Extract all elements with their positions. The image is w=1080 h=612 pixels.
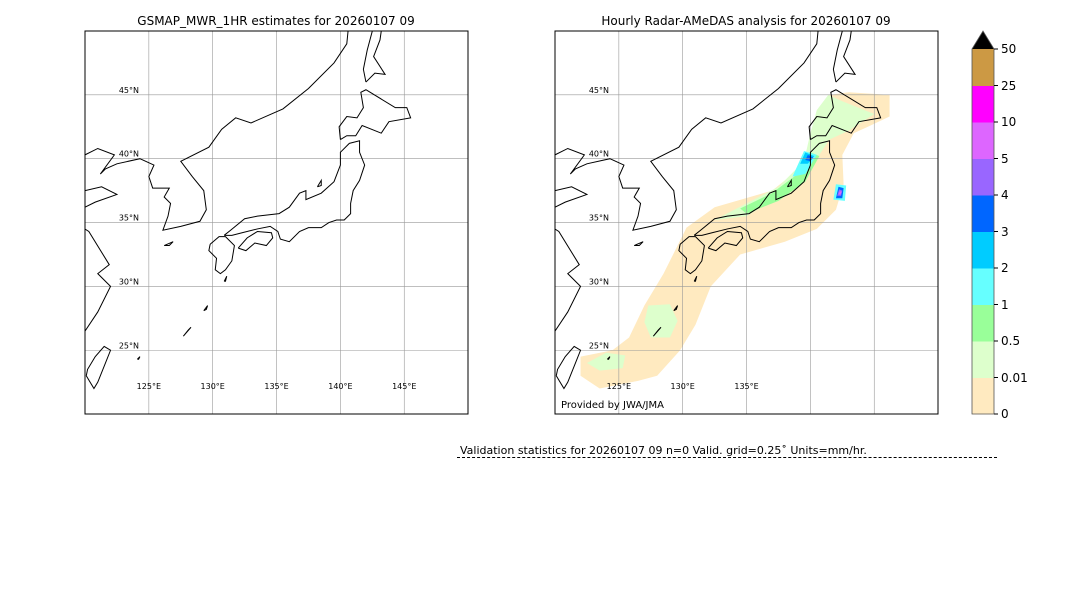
coastline: [208, 236, 235, 275]
coastline: [652, 326, 662, 337]
colorbar-segment: [972, 122, 994, 159]
rain-area-0.01: [580, 92, 890, 389]
coastline: [316, 178, 322, 188]
lon-tick-label: 140°E: [328, 382, 352, 391]
coastline: [555, 31, 819, 231]
rain-area-0.5: [644, 304, 678, 338]
lon-tick-label: 135°E: [734, 382, 758, 391]
colorbar-label: 5: [1001, 151, 1009, 166]
colorbar-label: 25: [1001, 78, 1017, 93]
coastline: [182, 326, 192, 337]
validation-statistics: Validation statistics for 20260107 09 n=…: [460, 444, 867, 457]
coastline: [338, 89, 412, 140]
lat-tick-label: 30°N: [119, 277, 139, 286]
lat-tick-label: 35°N: [119, 214, 139, 223]
rain-area-0.5: [586, 352, 626, 371]
coastline: [786, 178, 792, 188]
colorbar-label: 0.5: [1001, 334, 1021, 348]
coastline: [555, 228, 582, 332]
coastline: [85, 31, 349, 231]
lat-tick-label: 45°N: [589, 86, 609, 95]
lon-tick-label: 145°E: [392, 382, 416, 391]
lon-tick-label: 130°E: [671, 382, 695, 391]
lon-tick-label: 125°E: [137, 382, 161, 391]
left-map: 125°E 130°E 135°E 140°E 145°E 45°N 40°N 35°N 30°…: [84, 30, 469, 415]
coastline: [362, 31, 373, 83]
coastline: [365, 31, 387, 83]
coastline: [693, 275, 698, 282]
coastline: [707, 230, 744, 252]
coastline: [555, 186, 589, 208]
colorbar-label: 0: [1001, 407, 1009, 421]
left-map-title: GSMAP_MWR_1HR estimates for 20260107 09: [137, 14, 415, 28]
coastline: [85, 228, 112, 332]
coastline: [835, 31, 857, 83]
colorbar-label: 2: [1001, 261, 1009, 275]
map-frame: [554, 30, 939, 415]
credit-text: Provided by JWA/JMA: [561, 400, 664, 411]
lon-tick-label: 130°E: [201, 382, 225, 391]
colorbar-label: 4: [1001, 188, 1009, 202]
lat-tick-label: 25°N: [119, 341, 139, 350]
coastline: [203, 305, 209, 312]
colorbar-segment: [972, 268, 994, 305]
coastline: [85, 186, 119, 208]
coastline: [85, 345, 112, 390]
coastline: [808, 89, 882, 140]
colorbar-segment: [972, 231, 994, 269]
colorbar-label: 3: [1001, 224, 1009, 239]
colorbar-segment: [972, 158, 994, 196]
coastline: [607, 356, 611, 360]
coastline: [678, 236, 705, 275]
rain-area-4: [805, 154, 813, 162]
map-frame: [84, 30, 469, 415]
colorbar-segment: [972, 304, 994, 342]
lon-tick-label: 125°E: [607, 382, 631, 391]
right-map-title: Hourly Radar-AMeDAS analysis for 2026010…: [601, 14, 891, 28]
colorbar-extend-arrow: [972, 31, 994, 49]
colorbar-label: 0.01: [1001, 370, 1028, 385]
rain-area-10: [838, 191, 842, 195]
coastline: [137, 356, 141, 360]
lat-tick-label: 25°N: [589, 341, 609, 350]
colorbar-segment: [972, 377, 994, 415]
coastline: [633, 241, 644, 247]
coastline: [673, 305, 679, 312]
colorbar-label: 10: [1001, 115, 1017, 129]
coastline: [223, 140, 366, 243]
colorbar-segment: [972, 49, 994, 86]
coastline: [223, 275, 228, 282]
lat-tick-label: 40°N: [589, 150, 609, 159]
validation-divider: [457, 457, 997, 458]
coastline: [237, 230, 274, 252]
lat-tick-label: 35°N: [589, 214, 609, 223]
coastline: [832, 31, 843, 83]
colorbar-segment: [972, 341, 994, 378]
right-map: 125°E 130°E 135°E 45°N 40°N 35°N 30°N 25°N Provi…: [554, 30, 939, 415]
coastline: [555, 345, 582, 390]
coastline: [163, 241, 174, 247]
colorbar-segment: [972, 85, 994, 123]
coastline: [693, 140, 836, 243]
colorbar-label: 1: [1001, 297, 1009, 312]
colorbar-label: 50: [1001, 42, 1017, 56]
colorbar: [971, 30, 998, 415]
colorbar-segment: [972, 195, 994, 232]
lat-tick-label: 30°N: [589, 277, 609, 286]
lat-tick-label: 45°N: [119, 86, 139, 95]
lon-tick-label: 135°E: [264, 382, 288, 391]
lat-tick-label: 40°N: [119, 150, 139, 159]
